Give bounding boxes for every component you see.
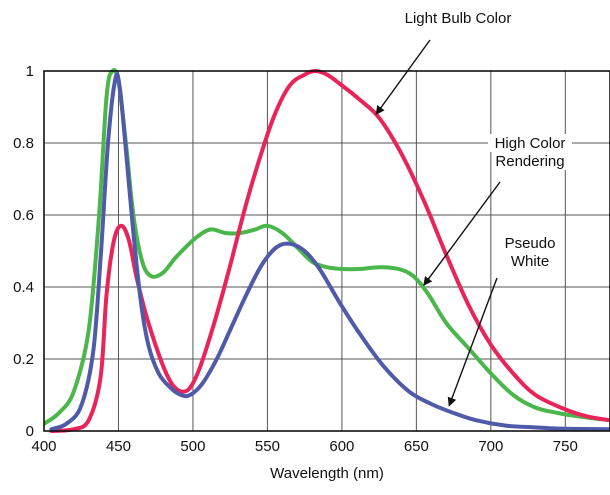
annotation-label-bg — [503, 234, 557, 252]
annotation-arrow — [423, 181, 501, 286]
series-line-pseudo-white — [49, 72, 610, 432]
y-tick-label: 0.2 — [13, 351, 34, 368]
annotation-label-bg — [507, 252, 553, 270]
x-tick-label: 600 — [329, 438, 354, 455]
annotation-label: High Color — [495, 135, 566, 152]
annotation-arrow — [375, 39, 431, 115]
y-tick-label: 0.4 — [13, 279, 34, 296]
x-tick-label: 450 — [106, 438, 131, 455]
y-tick-label: 0 — [26, 423, 34, 440]
y-tick-label: 0.6 — [13, 207, 34, 224]
series-line-light-bulb-color — [49, 69, 610, 433]
x-tick-label: 650 — [404, 438, 429, 455]
annotation-label-bg — [393, 9, 523, 27]
y-tick-label: 1 — [26, 63, 34, 80]
annotation-label-bg — [491, 152, 569, 170]
annotation-label: Rendering — [495, 153, 564, 170]
annotation-label: Pseudo — [505, 235, 556, 252]
tick-labels: 400 450 500 550 600 650 700 750 0 0.2 0.4 0.6 0.8 1 — [13, 63, 578, 455]
y-tick-label: 0.8 — [13, 135, 34, 152]
x-tick-label: 750 — [553, 438, 578, 455]
annotation-label: Light Bulb Color — [405, 10, 512, 27]
x-tick-label: 400 — [31, 438, 56, 455]
x-tick-label: 700 — [478, 438, 503, 455]
annotation-light-bulb-color: Light Bulb Color — [375, 9, 523, 115]
annotation-arrow — [447, 277, 498, 407]
annotation-label-bg — [488, 134, 572, 152]
x-axis-title: Wavelength (nm) — [270, 465, 384, 482]
x-tick-label: 550 — [255, 438, 280, 455]
annotation-label: White — [511, 253, 549, 270]
plot-frame — [43, 70, 610, 432]
x-tick-label: 500 — [180, 438, 205, 455]
